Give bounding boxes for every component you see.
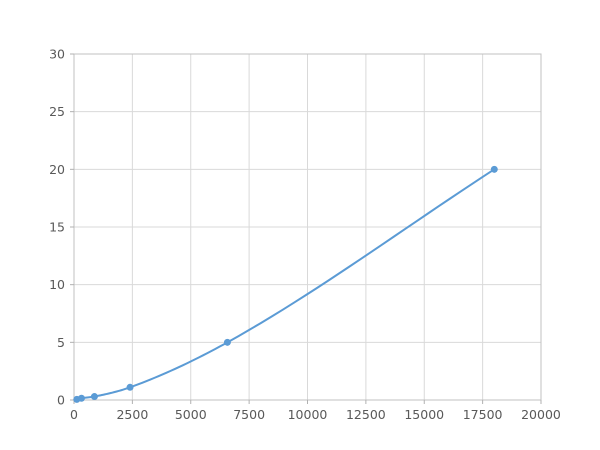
- y-tick-label: 20: [49, 162, 65, 177]
- y-tick-label: 25: [49, 104, 65, 119]
- tick-layer: [70, 53, 542, 404]
- tick-label-layer: 0 2500 5000 7500 10000 12500 15000 17500 20000 0 5…: [49, 47, 561, 423]
- x-tick-label: 20000: [521, 407, 561, 422]
- data-point: [223, 338, 231, 346]
- grid-layer: [74, 54, 541, 400]
- y-tick-label: 0: [57, 393, 65, 408]
- x-tick-label: 10000: [288, 407, 328, 422]
- data-point: [490, 165, 498, 173]
- x-tick-label: 17500: [463, 407, 503, 422]
- x-tick-label: 0: [70, 407, 78, 422]
- series-layer: [73, 165, 498, 403]
- x-tick-label: 15000: [404, 407, 444, 422]
- x-tick-label: 7500: [233, 407, 265, 422]
- data-point: [77, 394, 85, 402]
- x-tick-label: 2500: [116, 407, 148, 422]
- y-tick-label: 30: [49, 47, 65, 62]
- data-point: [90, 393, 98, 401]
- data-point: [126, 383, 134, 391]
- y-tick-label: 10: [49, 277, 65, 292]
- y-tick-label: 5: [57, 335, 65, 350]
- x-tick-label: 5000: [175, 407, 207, 422]
- x-tick-label: 12500: [346, 407, 386, 422]
- y-tick-label: 15: [49, 220, 65, 235]
